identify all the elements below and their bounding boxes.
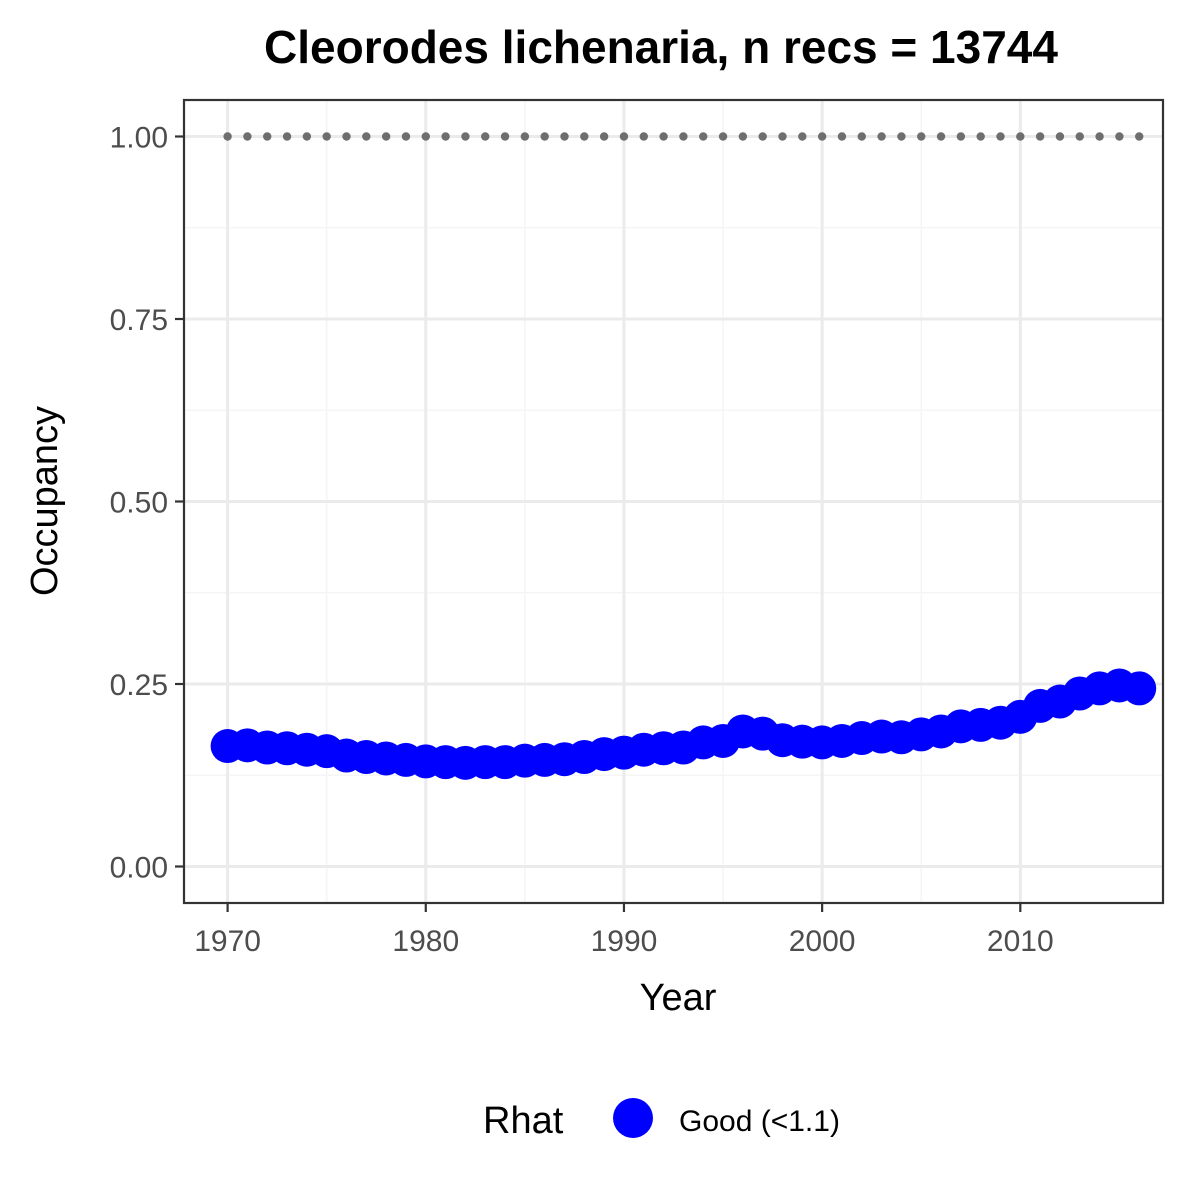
- reference-dot: [282, 132, 292, 141]
- reference-dot: [956, 132, 966, 141]
- x-tick-label: 1970: [194, 925, 261, 958]
- reference-dot: [778, 132, 787, 141]
- chart-title: Cleorodes lichenaria, n recs = 13744: [264, 21, 1058, 73]
- reference-dot: [976, 132, 985, 141]
- reference-dot: [1115, 132, 1124, 141]
- reference-dot: [401, 132, 411, 141]
- reference-dot: [223, 132, 232, 141]
- reference-dot: [421, 132, 430, 141]
- y-axis-title: Occupancy: [24, 406, 66, 596]
- series-0: [210, 668, 1157, 780]
- reference-dot: [798, 132, 807, 141]
- x-tick-label: 2000: [789, 925, 856, 958]
- reference-dot: [461, 132, 470, 141]
- reference-dot: [1135, 132, 1144, 141]
- reference-dot: [322, 132, 331, 141]
- reference-dot: [342, 132, 351, 141]
- y-tick-label: 0.50: [110, 487, 168, 520]
- reference-dot: [917, 132, 926, 141]
- reference-dot: [302, 132, 312, 141]
- reference-dot: [936, 132, 946, 141]
- reference-dot: [381, 132, 391, 141]
- reference-dot: [857, 132, 866, 141]
- reference-dot: [481, 132, 490, 141]
- reference-dot: [679, 132, 688, 141]
- reference-dot: [540, 132, 549, 141]
- reference-dot: [619, 132, 629, 141]
- reference-dot: [738, 132, 748, 141]
- reference-dot: [263, 132, 272, 141]
- reference-dot: [441, 132, 450, 141]
- reference-dot: [560, 132, 569, 141]
- reference-dot: [1075, 132, 1084, 141]
- reference-dot: [599, 132, 609, 141]
- reference-dot: [837, 132, 847, 141]
- reference-dot: [1095, 132, 1104, 141]
- plot-area: [184, 100, 1163, 903]
- data-point: [1122, 671, 1157, 706]
- reference-dot: [1016, 132, 1025, 141]
- reference-dot: [718, 132, 728, 141]
- reference-dot: [520, 132, 530, 141]
- reference-dot: [243, 132, 252, 141]
- y-tick-label: 1.00: [110, 122, 168, 155]
- legend-key-good: [613, 1098, 653, 1138]
- reference-dot: [1055, 132, 1065, 141]
- y-tick-label: 0.00: [110, 852, 168, 885]
- reference-dot: [362, 132, 371, 141]
- legend-label-good: Good (<1.1): [679, 1105, 840, 1138]
- reference-dot: [817, 132, 827, 141]
- reference-dot: [639, 132, 648, 141]
- reference-dot: [699, 132, 708, 141]
- reference-dot: [996, 132, 1005, 141]
- x-tick-label: 1980: [392, 925, 459, 958]
- reference-dot: [659, 132, 668, 141]
- reference-dot: [877, 132, 886, 141]
- x-axis-title: Year: [640, 977, 717, 1019]
- reference-dot: [1035, 132, 1045, 141]
- y-tick-label: 0.25: [110, 669, 168, 702]
- reference-dot: [897, 132, 906, 141]
- reference-dotted-series: [223, 132, 1144, 141]
- reference-dot: [500, 132, 510, 141]
- reference-dot: [580, 132, 589, 141]
- reference-dot: [758, 132, 767, 141]
- legend-title: Rhat: [483, 1100, 564, 1142]
- x-tick-label: 2010: [987, 925, 1054, 958]
- y-tick-label: 0.75: [110, 304, 168, 337]
- x-tick-label: 1990: [591, 925, 658, 958]
